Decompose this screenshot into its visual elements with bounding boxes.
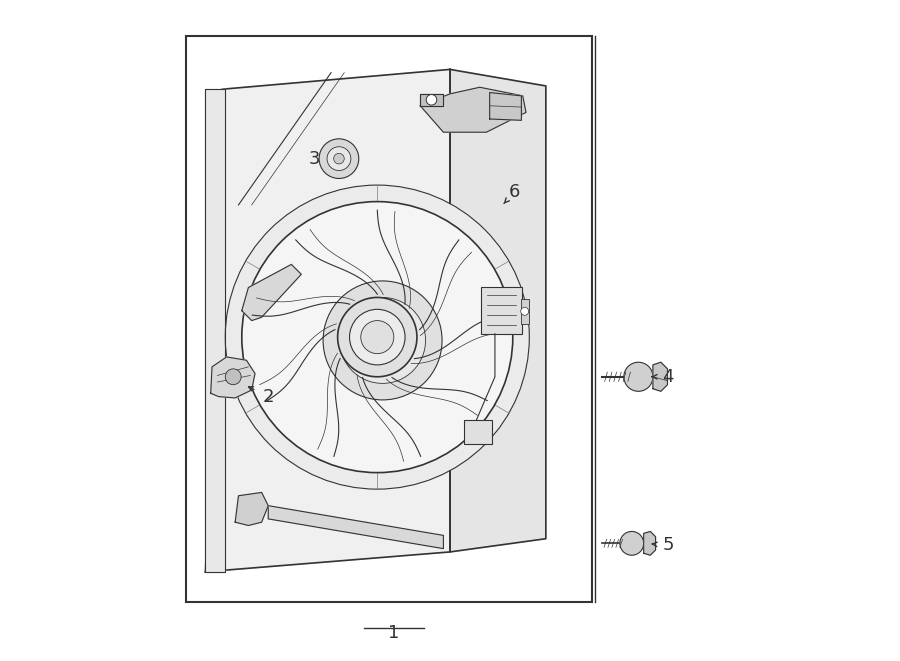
Text: 3: 3: [309, 149, 320, 168]
Circle shape: [339, 297, 426, 383]
Circle shape: [521, 307, 528, 315]
Polygon shape: [235, 492, 268, 525]
Text: 2: 2: [263, 387, 274, 406]
Polygon shape: [490, 93, 521, 120]
FancyBboxPatch shape: [464, 420, 491, 444]
Polygon shape: [450, 69, 545, 552]
Circle shape: [620, 531, 643, 555]
Polygon shape: [205, 69, 450, 572]
Text: 6: 6: [509, 182, 520, 201]
Circle shape: [320, 139, 359, 178]
Bar: [521, 299, 529, 324]
Circle shape: [338, 297, 417, 377]
Polygon shape: [652, 362, 668, 391]
Polygon shape: [420, 94, 444, 106]
Circle shape: [334, 153, 344, 164]
Text: 4: 4: [662, 368, 674, 386]
Circle shape: [427, 95, 436, 105]
Polygon shape: [205, 89, 225, 572]
Circle shape: [323, 281, 442, 400]
Polygon shape: [420, 87, 526, 132]
Polygon shape: [211, 357, 255, 398]
Text: 5: 5: [662, 536, 674, 555]
Circle shape: [624, 362, 652, 391]
Text: 1: 1: [388, 624, 400, 642]
Circle shape: [349, 309, 405, 365]
Circle shape: [225, 369, 241, 385]
Polygon shape: [242, 264, 302, 321]
Circle shape: [361, 321, 394, 354]
Circle shape: [242, 202, 513, 473]
FancyBboxPatch shape: [482, 287, 522, 334]
Circle shape: [225, 185, 529, 489]
Polygon shape: [268, 506, 444, 549]
Bar: [185, 36, 592, 602]
Polygon shape: [644, 531, 655, 555]
Circle shape: [327, 147, 351, 171]
